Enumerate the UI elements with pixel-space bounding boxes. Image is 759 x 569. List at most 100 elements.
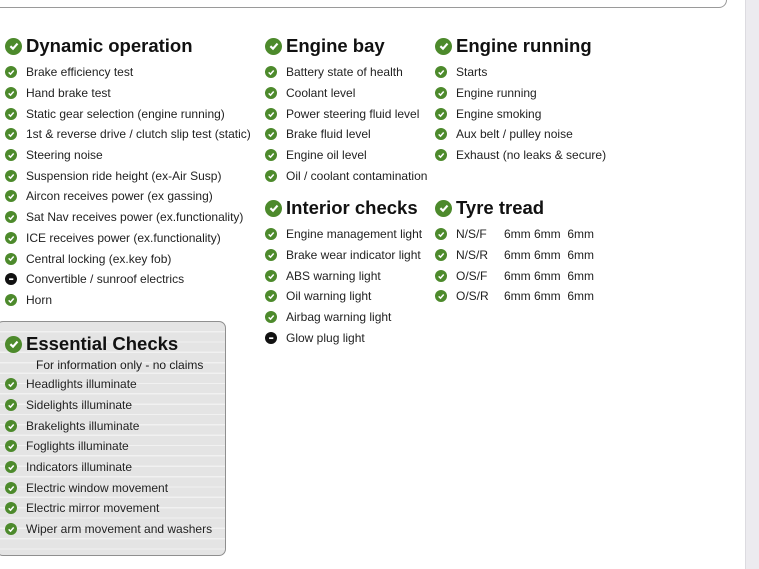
check-icon <box>265 269 277 282</box>
check-item: Aircon receives power (ex gassing) <box>5 186 251 207</box>
check-icon <box>5 419 17 432</box>
check-item-label: Engine management light <box>286 227 423 242</box>
section-title: Tyre tread <box>456 197 545 218</box>
check-item: Wiper arm movement and washers <box>5 519 212 540</box>
section-heading: Engine running <box>435 34 606 58</box>
check-item-label: N/S/R <box>456 248 489 263</box>
section-title: Interior checks <box>286 197 418 218</box>
essential-checks-panel <box>0 321 226 556</box>
check-icon <box>435 290 447 303</box>
check-icon <box>265 311 277 324</box>
check-item: Steering noise <box>5 145 251 166</box>
check-item-label: Convertible / sunroof electrics <box>26 272 185 287</box>
check-item: Power steering fluid level <box>265 103 427 124</box>
check-icon <box>5 293 17 306</box>
section-subtitle: For information only - no claims <box>36 358 204 372</box>
tyre-tread-section: Tyre tread N/S/F 6mm 6mm 6mm N/S/R 6mm 6mm 6… <box>435 196 594 307</box>
check-item-label: Engine oil level <box>286 148 367 163</box>
check-item-label: Brake wear indicator light <box>286 248 421 263</box>
check-item: Engine oil level <box>265 145 427 166</box>
check-icon <box>5 440 17 453</box>
check-item: Engine management light <box>265 224 422 245</box>
check-item: Hand brake test <box>5 83 251 104</box>
check-icon <box>435 199 452 217</box>
check-item-label: Central locking (ex.key fob) <box>26 251 172 266</box>
check-item: N/S/F 6mm 6mm 6mm <box>435 224 594 245</box>
check-icon <box>5 502 17 515</box>
not-applicable-icon <box>5 273 17 286</box>
check-item: Airbag warning light <box>265 307 422 328</box>
check-item: O/S/R 6mm 6mm 6mm <box>435 286 594 307</box>
check-item: Convertible / sunroof electrics <box>5 269 251 290</box>
check-item: Sidelights illuminate <box>5 395 212 416</box>
check-item-label: Hand brake test <box>26 86 111 101</box>
check-icon <box>265 37 282 55</box>
tread-depth-value: 6mm 6mm 6mm <box>504 248 594 263</box>
check-icon <box>265 107 277 120</box>
check-icon <box>5 481 17 494</box>
section-title: Engine running <box>456 35 592 56</box>
check-icon <box>435 149 447 162</box>
engine-bay-section: Engine bay Battery state of health Coolant… <box>265 34 427 186</box>
check-item: Sat Nav receives power (ex.functionality… <box>5 207 251 228</box>
essential-checks-section: Essential Checks For information only - n… <box>5 332 212 540</box>
tread-depth-value: 6mm 6mm 6mm <box>504 289 594 304</box>
check-item: Brake fluid level <box>265 124 427 145</box>
dynamic-operation-section: Dynamic operation Brake efficiency test Ha… <box>5 34 251 310</box>
check-item-label: Static gear selection (engine running) <box>26 106 225 121</box>
check-icon <box>265 228 277 241</box>
check-item: Indicators illuminate <box>5 457 212 478</box>
check-item-label: Exhaust (no leaks & secure) <box>456 148 607 163</box>
check-icon <box>265 149 277 162</box>
check-item: Battery state of health <box>265 62 427 83</box>
check-icon <box>265 66 277 79</box>
check-item-label: Engine running <box>456 86 537 101</box>
section-heading: Dynamic operation <box>5 34 251 58</box>
check-icon <box>5 252 17 265</box>
section-title: Engine bay <box>286 35 385 56</box>
check-item-label: Brake efficiency test <box>26 65 134 80</box>
check-item: Oil warning light <box>265 286 422 307</box>
tread-depth-value: 6mm 6mm 6mm <box>504 227 594 242</box>
check-item-label: Starts <box>456 65 488 80</box>
check-item-label: O/S/F <box>456 268 488 283</box>
check-icon <box>435 87 447 100</box>
check-item-label: Airbag warning light <box>286 310 392 325</box>
check-item-label: Power steering fluid level <box>286 106 420 121</box>
check-item-label: Indicators illuminate <box>26 460 133 475</box>
check-icon <box>265 87 277 100</box>
section-heading: Essential Checks <box>5 332 212 356</box>
check-item: Exhaust (no leaks & secure) <box>435 145 606 166</box>
check-icon <box>5 523 17 536</box>
check-item: Starts <box>435 62 606 83</box>
check-item-label: Coolant level <box>286 86 356 101</box>
check-item: Brake wear indicator light <box>265 245 422 266</box>
check-icon <box>435 66 447 79</box>
check-item: Engine running <box>435 83 606 104</box>
check-item: ICE receives power (ex.functionality) <box>5 228 251 249</box>
check-icon <box>435 269 447 282</box>
check-item: Coolant level <box>265 83 427 104</box>
check-item-label: 1st & reverse drive / clutch slip test (… <box>26 127 251 142</box>
check-item-label: Foglights illuminate <box>26 439 129 454</box>
check-item: Oil / coolant contamination <box>265 165 427 186</box>
check-item: Headlights illuminate <box>5 374 212 395</box>
check-icon <box>435 128 447 141</box>
check-item-label: Headlights illuminate <box>26 377 137 392</box>
check-item: Aux belt / pulley noise <box>435 124 606 145</box>
check-icon <box>435 228 447 241</box>
check-item-label: Aux belt / pulley noise <box>456 127 573 142</box>
check-item: Horn <box>5 290 251 311</box>
scrollbar-track[interactable] <box>745 0 759 569</box>
check-item: 1st & reverse drive / clutch slip test (… <box>5 124 251 145</box>
check-icon <box>435 37 452 55</box>
check-item-label: Oil warning light <box>286 289 372 304</box>
check-icon <box>265 199 282 217</box>
check-icon <box>5 66 17 79</box>
check-icon <box>5 231 17 244</box>
check-item-label: Aircon receives power (ex gassing) <box>26 189 213 204</box>
check-icon <box>5 107 17 120</box>
check-item-label: Engine smoking <box>456 106 542 121</box>
check-item: Suspension ride height (ex-Air Susp) <box>5 165 251 186</box>
section-heading: Tyre tread <box>435 196 594 220</box>
